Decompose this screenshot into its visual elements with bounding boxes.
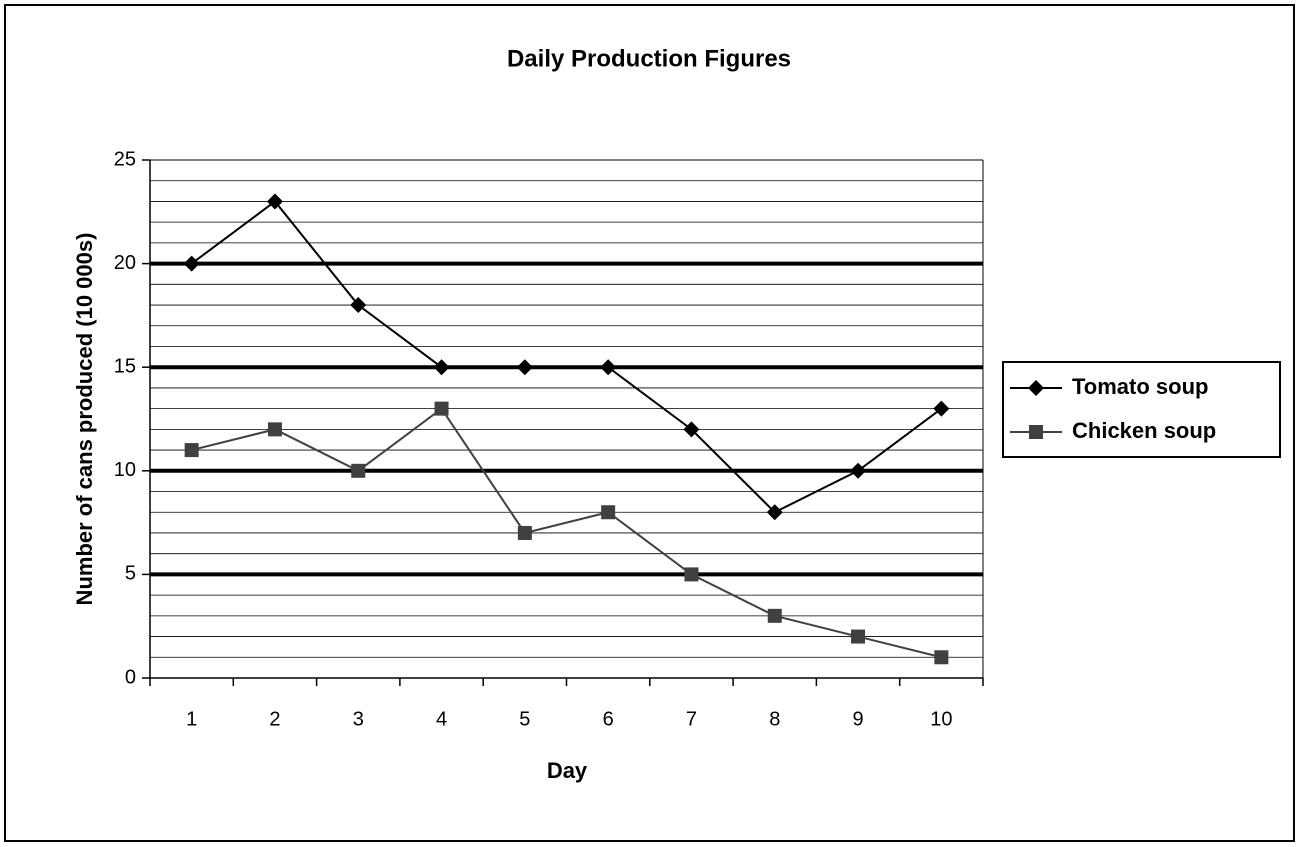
x-tick-label: 1 [186,708,197,730]
legend-label: Chicken soup [1072,418,1216,443]
x-tick-label: 7 [686,708,697,730]
x-tick-label: 4 [436,708,447,730]
marker [600,359,617,376]
legend-marker [1029,425,1043,439]
legend [1002,361,1281,458]
marker [184,443,199,458]
marker [767,608,782,623]
marker [601,505,616,520]
x-tick-label: 2 [269,708,280,730]
marker [683,421,700,438]
marker [266,193,283,210]
marker [350,297,367,314]
legend-label: Tomato soup [1072,374,1208,399]
y-tick-label: 25 [114,148,136,170]
marker [851,629,866,644]
marker [684,567,699,582]
marker [434,401,449,416]
x-tick-label: 6 [603,708,614,730]
y-tick-label: 10 [114,459,136,481]
x-tick-label: 5 [519,708,530,730]
line [191,200,942,514]
x-axis-label: Day [547,758,588,783]
x-tick-label: 8 [769,708,780,730]
line [191,407,942,659]
chart-title: Daily Production Figures [507,45,791,72]
marker [517,525,532,540]
y-axis-label: Number of cans produced (10 000s) [72,233,97,606]
y-tick-label: 15 [114,355,136,377]
x-tick-label: 10 [930,708,952,730]
marker [183,255,200,272]
marker [850,462,867,479]
marker [766,504,783,521]
marker [516,359,533,376]
y-tick-label: 0 [125,666,136,688]
marker [267,422,282,437]
marker [934,650,949,665]
marker [351,463,366,478]
legend-marker [1028,380,1044,396]
marker [933,400,950,417]
x-tick-label: 3 [353,708,364,730]
y-tick-label: 20 [114,252,136,274]
x-tick-label: 9 [852,708,863,730]
y-tick-label: 5 [125,563,136,585]
marker [433,359,450,376]
